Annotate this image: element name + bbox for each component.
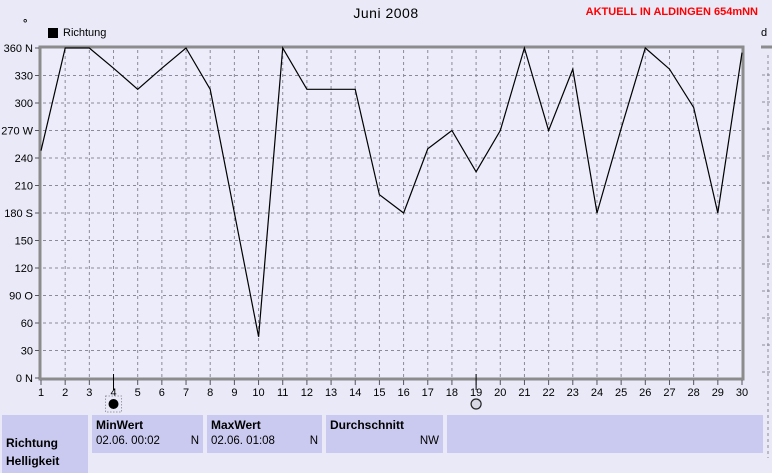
minwert-header: MinWert — [96, 418, 144, 432]
y-axis-label: 150 — [15, 236, 33, 248]
status-banner: AKTUELL IN ALDINGEN 654mNN — [585, 6, 758, 18]
y-axis-label: 330 — [15, 71, 33, 83]
minwert-unit: N — [190, 435, 199, 447]
x-axis-label: 23 — [567, 387, 579, 399]
x-axis-label: 14 — [349, 387, 361, 399]
y-axis-label: 210 — [15, 181, 33, 193]
chart-title: Juni 2008 — [353, 5, 419, 21]
plot-border — [38, 45, 745, 381]
maxwert-value: 02.06. 01:08 — [211, 435, 275, 447]
table-row-label-cell: Richtung — [2, 415, 88, 453]
minwert-cell: MinWert 02.06. 00:02 N — [92, 415, 203, 453]
legend-swatch-icon — [48, 28, 58, 38]
y-axis-label: 90 O — [9, 291, 33, 303]
y-axis-label: 360 N — [4, 43, 33, 55]
durchschnitt-value: NW — [419, 435, 439, 447]
x-axis-label: 26 — [639, 387, 651, 399]
legend-label: Richtung — [63, 27, 107, 39]
x-axis-label: 21 — [518, 387, 530, 399]
x-axis-label: 11 — [277, 387, 288, 399]
x-axis-label: 5 — [135, 387, 141, 399]
x-axis-label: 8 — [207, 387, 213, 399]
legend: Richtung — [48, 27, 106, 39]
x-axis-label: 27 — [663, 387, 675, 399]
y-axis-label: 270 W — [1, 126, 33, 138]
x-axis-label: 12 — [301, 387, 313, 399]
x-axis-label: 6 — [159, 387, 165, 399]
x-axis-label: 15 — [373, 387, 385, 399]
y-axis-label: 60 — [21, 318, 33, 330]
y-axis-label: 240 — [15, 153, 33, 165]
table-empty-cell — [447, 415, 763, 453]
x-axis-label: 25 — [615, 387, 627, 399]
x-axis-label: 9 — [231, 387, 237, 399]
cursor-marker-start[interactable] — [108, 399, 119, 409]
maxwert-cell: MaxWert 02.06. 01:08 N — [207, 415, 322, 453]
richtung-series-line — [40, 45, 743, 337]
x-axis-label: 10 — [252, 387, 264, 399]
x-axis-label: 3 — [86, 387, 92, 399]
x-axis-label: 19 — [470, 387, 482, 399]
x-axis-label: 30 — [736, 387, 748, 399]
x-axis-label: 13 — [325, 387, 337, 399]
x-axis-label: 2 — [62, 387, 68, 399]
x-axis-label: 1 — [38, 387, 44, 399]
x-axis-label: 18 — [446, 387, 458, 399]
durchschnitt-cell: Durchschnitt NW — [326, 415, 443, 453]
cursor-marker-end[interactable] — [470, 398, 482, 410]
x-axis-label: 17 — [422, 387, 434, 399]
y-axis-label: 0 N — [16, 373, 33, 385]
x-axis-label: 16 — [397, 387, 409, 399]
table-row2-label-clipped: Helligkeit — [2, 453, 88, 473]
table-row-label: Richtung — [6, 436, 58, 450]
y-axis-label: 30 — [21, 346, 33, 358]
y-axis-label: 180 S — [4, 208, 33, 220]
y-axis-label: 120 — [15, 263, 33, 275]
x-axis-label: 24 — [591, 387, 603, 399]
cursor-selection-box — [105, 395, 123, 413]
maxwert-header: MaxWert — [211, 418, 261, 432]
x-axis-label: 20 — [494, 387, 506, 399]
x-axis-label: 29 — [712, 387, 724, 399]
y-axis-unit: ° — [23, 18, 28, 30]
durchschnitt-header: Durchschnitt — [330, 418, 405, 432]
x-axis-label: 28 — [688, 387, 700, 399]
x-axis-label: 22 — [542, 387, 554, 399]
x-axis-label: 7 — [183, 387, 189, 399]
y-axis-label: 300 — [15, 98, 33, 110]
minwert-value: 02.06. 00:02 — [96, 435, 160, 447]
maxwert-unit: N — [309, 435, 318, 447]
next-panel-label: d — [761, 27, 768, 39]
x-axis-label: 4 — [110, 387, 116, 399]
